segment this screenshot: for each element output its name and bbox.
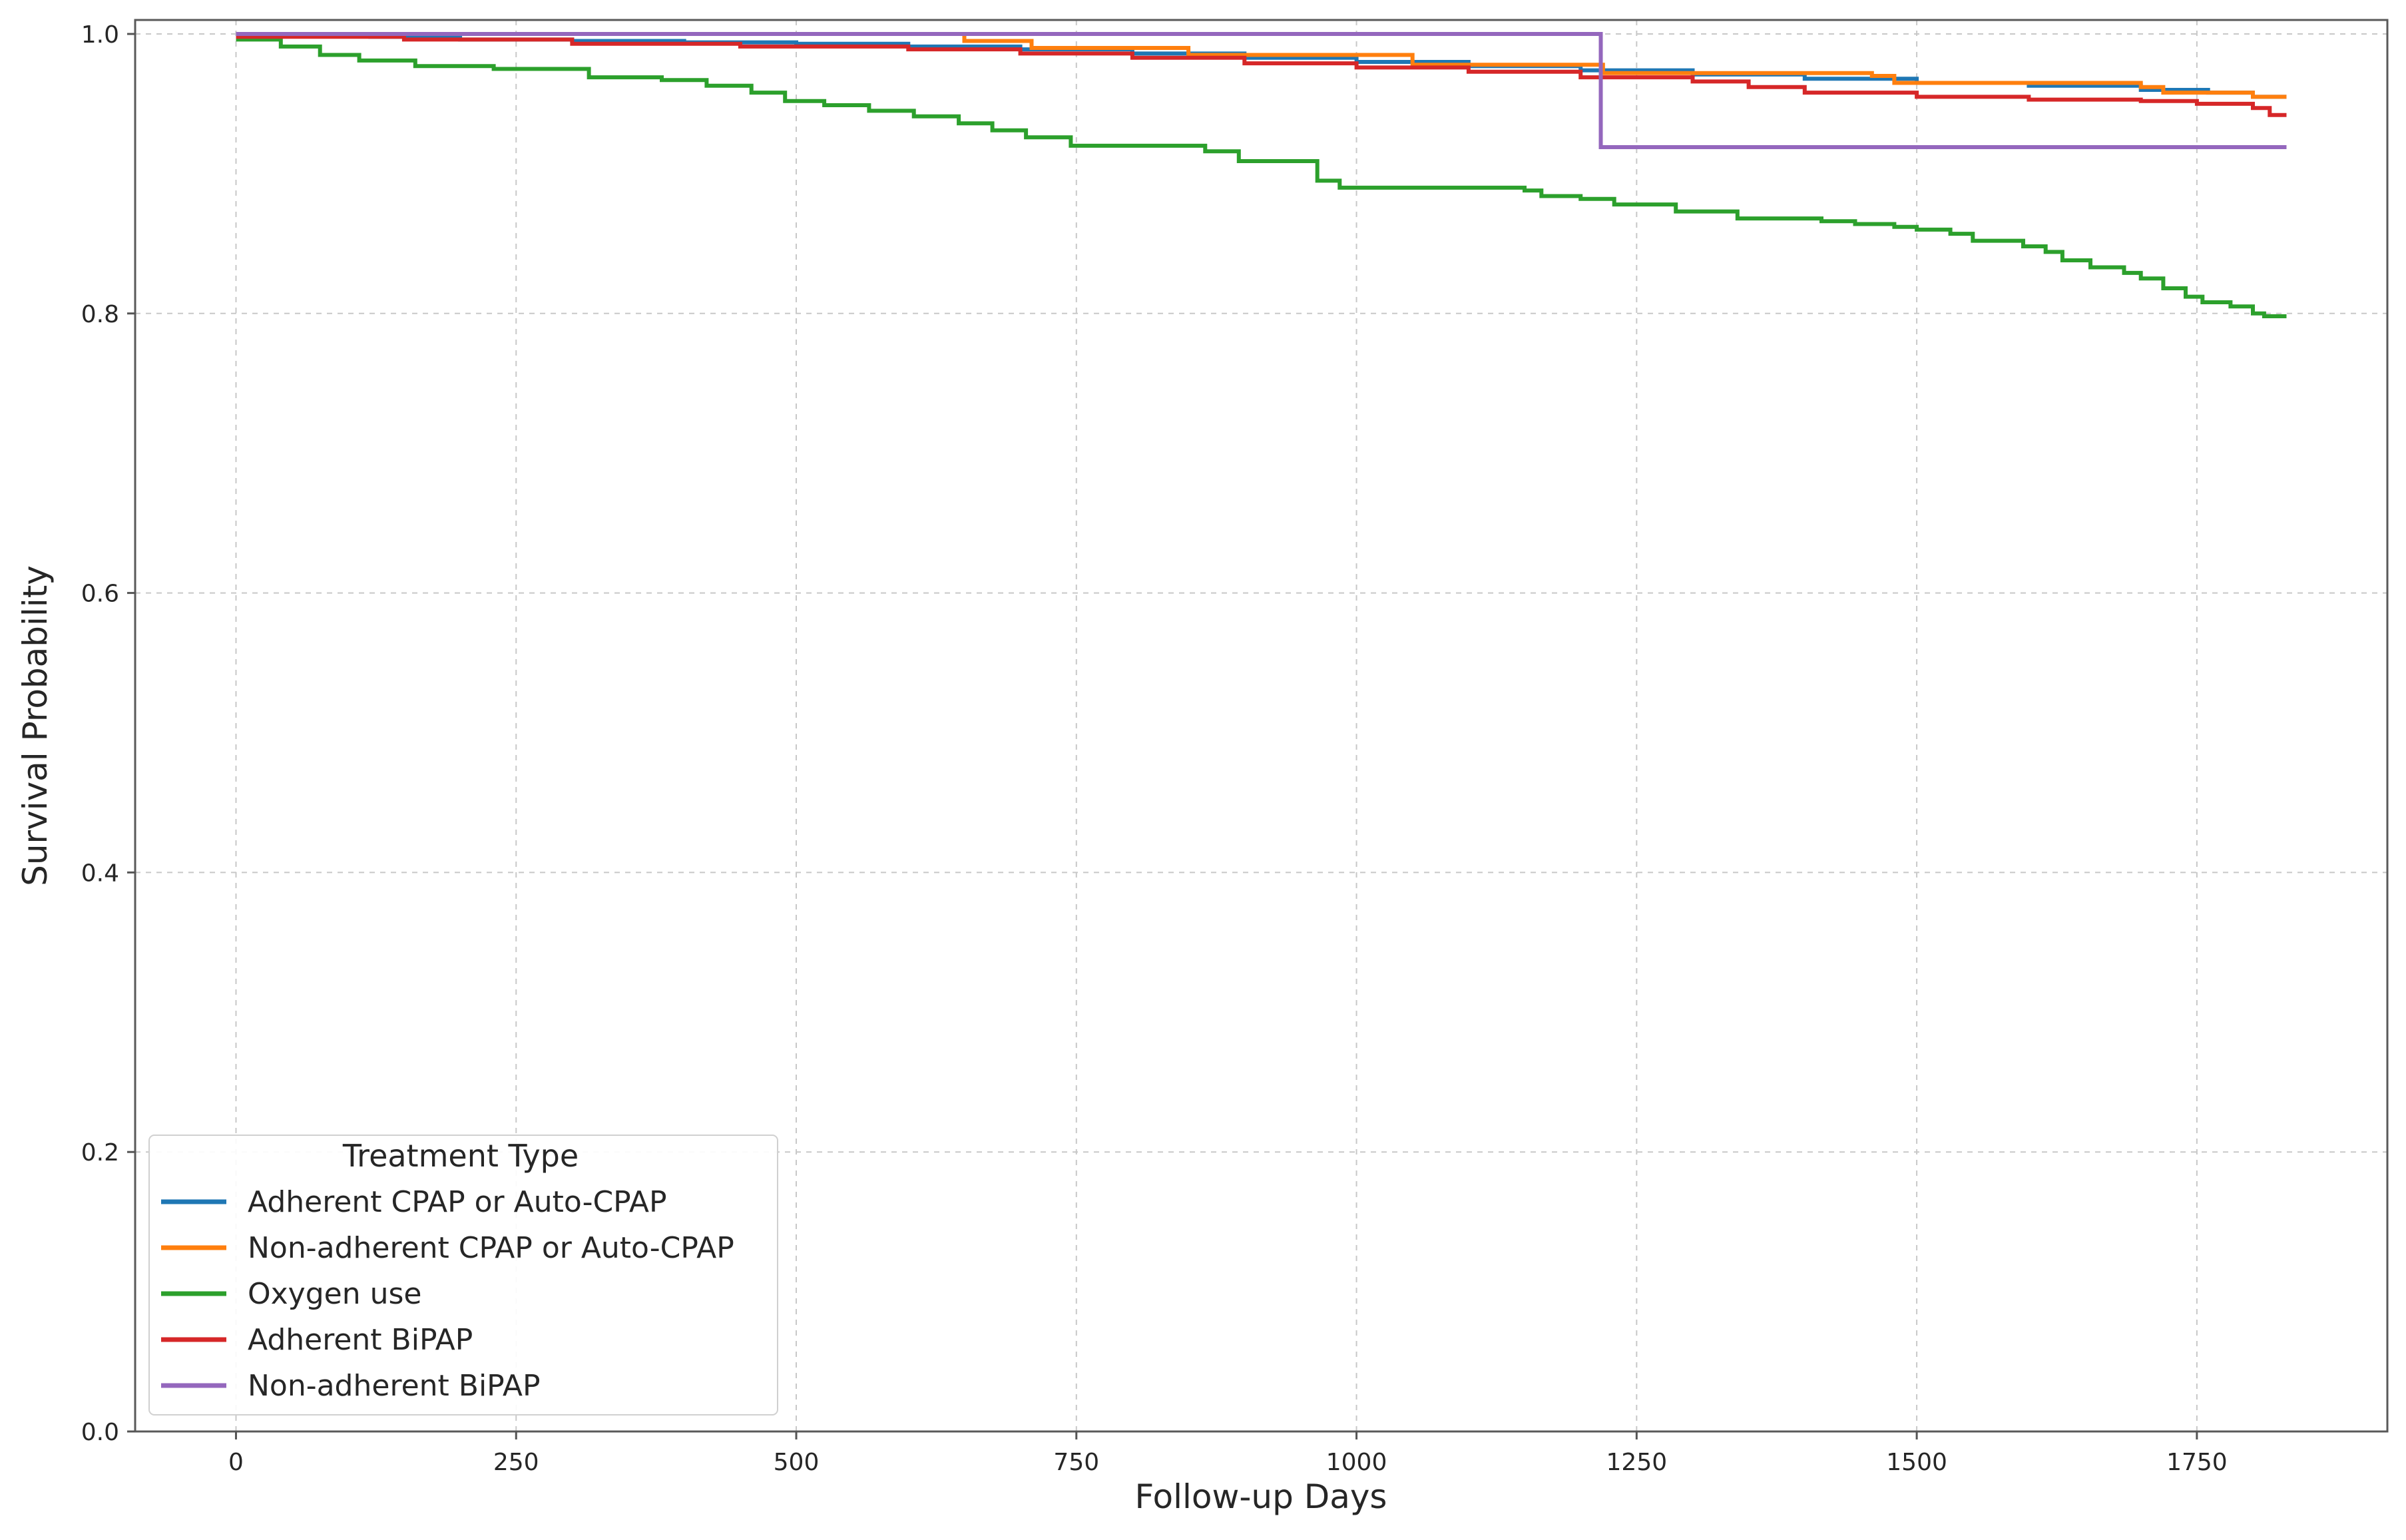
legend-title: Treatment Type [342,1138,579,1174]
series-line-oxygen-use [236,37,2287,318]
legend: Treatment Type Adherent CPAP or Auto-CPA… [148,1135,778,1415]
legend-label-non-adherent-cpap-or-auto-cpap: Non-adherent CPAP or Auto-CPAP [248,1231,734,1265]
x-tick-label: 1500 [1886,1449,1947,1476]
x-axis-label: Follow-up Days [1135,1477,1387,1516]
x-tick-label: 250 [493,1449,539,1476]
legend-label-adherent-bipap: Adherent BiPAP [248,1323,473,1357]
legend-entries: Adherent CPAP or Auto-CPAP Non-adherent C… [161,1185,734,1403]
x-tick-label: 750 [1053,1449,1099,1476]
x-tick-label: 500 [774,1449,820,1476]
y-tick-label: 0.2 [81,1139,119,1166]
legend-box [148,1135,778,1415]
x-tick-label: 0 [228,1449,244,1476]
legend-label-adherent-cpap-or-auto-cpap: Adherent CPAP or Auto-CPAP [248,1185,667,1219]
y-tick-label: 0.0 [81,1419,119,1446]
plot-frame [134,19,2389,1433]
x-tick-label: 1750 [2166,1449,2228,1476]
y-axis-ticks: 0.0 0.2 0.4 0.6 0.8 1.0 [81,21,135,1446]
series-line-adherent-bipap [236,35,2287,117]
x-tick-label: 1250 [1606,1449,1668,1476]
legend-label-oxygen-use: Oxygen use [248,1277,421,1311]
y-tick-label: 0.6 [81,581,119,608]
y-axis-label: Survival Probability [16,565,55,886]
x-tick-label: 1000 [1326,1449,1387,1476]
series-line-adherent-cpap-or-auto-cpap [236,32,2287,99]
x-axis-ticks: 0 250 500 750 1000 1250 1500 1750 [228,1431,2228,1476]
y-tick-label: 0.4 [81,860,119,887]
series-lines [236,32,2287,318]
legend-label-non-adherent-bipap: Non-adherent BiPAP [248,1369,541,1403]
series-line-non-adherent-cpap-or-auto-cpap [236,32,2287,99]
series-line-non-adherent-bipap [236,32,2287,149]
y-tick-label: 0.8 [81,301,119,328]
y-tick-label: 1.0 [81,21,119,49]
